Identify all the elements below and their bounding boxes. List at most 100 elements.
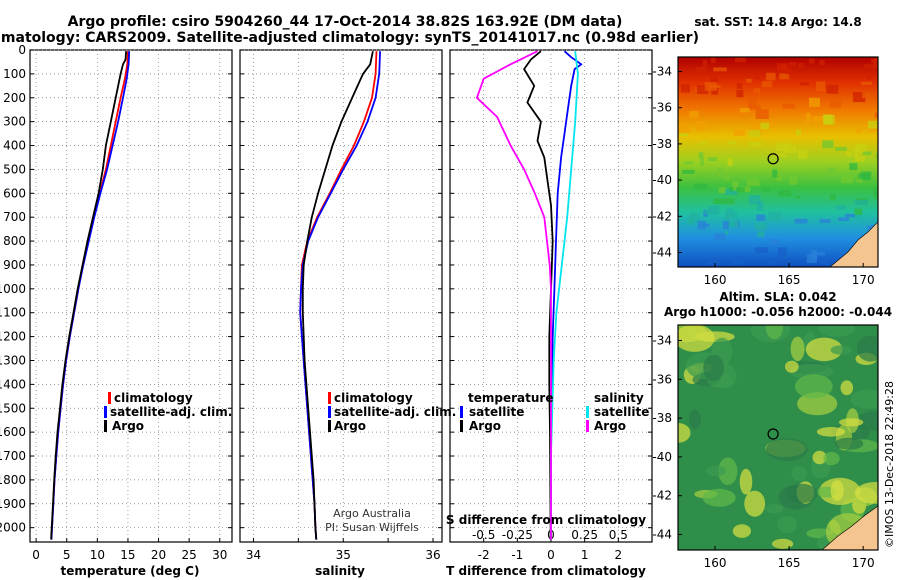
sla-texture xyxy=(784,360,799,373)
temperature-xlabel: temperature (deg C) xyxy=(61,564,200,578)
sst-texture xyxy=(786,68,792,75)
salinity-panel-frame xyxy=(239,49,443,543)
credit-line-2: PI: Susan Wijffels xyxy=(325,521,419,534)
sst-texture xyxy=(754,76,761,79)
sst-texture xyxy=(746,79,752,83)
sal-legend-satellite-swatch xyxy=(328,406,331,418)
sst-texture xyxy=(693,183,708,190)
sst-texture xyxy=(861,81,872,85)
legend-satellite-label: satellite-adj. clim. xyxy=(110,405,232,419)
sla-texture xyxy=(732,524,752,538)
sst-texture xyxy=(707,126,715,130)
sst-texture xyxy=(819,59,825,66)
sst-texture xyxy=(736,83,743,89)
sla-texture xyxy=(765,504,784,514)
sla-axes: 160 165 170 -34 -36 -38 -40 -42 -44 xyxy=(652,334,874,570)
map-y-tick-label: -38 xyxy=(652,411,672,425)
sst-texture xyxy=(823,114,832,125)
map-x-tick-label: 165 xyxy=(778,273,801,287)
sst-texture xyxy=(822,140,834,149)
sst-axes: 160 165 170 -34 -36 -38 -40 -42 -44 xyxy=(652,64,874,287)
sst-texture xyxy=(732,258,739,265)
sla-map-image xyxy=(678,325,878,550)
sst-texture xyxy=(699,157,704,166)
sst-texture xyxy=(819,219,831,223)
diff-legend-s-argo-label: Argo xyxy=(594,419,626,433)
sst-texture xyxy=(800,82,809,86)
sst-texture xyxy=(689,110,699,118)
sal-legend-satellite-label: satellite-adj. clim. xyxy=(334,405,456,419)
x-tick-label: 34 xyxy=(246,548,261,562)
sla-texture xyxy=(784,483,818,504)
sst-texture xyxy=(711,88,719,95)
sla-texture xyxy=(688,409,702,430)
sst-texture xyxy=(813,171,820,177)
diff-legend-t-satellite-swatch xyxy=(460,406,463,418)
sst-texture xyxy=(718,187,726,194)
ticks-layer: 0100200300400500600700800900100011001200… xyxy=(0,43,628,562)
map-y-tick-label: -40 xyxy=(652,450,672,464)
sst-texture xyxy=(728,141,736,145)
diff-legend-t-satellite-label: satellite xyxy=(469,405,524,419)
sst-texture xyxy=(748,98,758,108)
sst-texture xyxy=(819,258,828,265)
depth-tick-label: 600 xyxy=(3,186,26,200)
sst-texture xyxy=(687,218,694,225)
sst-texture xyxy=(854,199,868,206)
sst-texture xyxy=(702,60,708,67)
sla-texture xyxy=(794,374,833,399)
watermark: ©IMOS 13-Dec-2018 22:49:28 xyxy=(883,381,896,548)
sst-texture xyxy=(714,233,726,241)
sst-texture xyxy=(768,212,782,221)
sst-texture xyxy=(777,63,789,72)
depth-tick-label: 900 xyxy=(3,258,26,272)
credit-line-1: Argo Australia xyxy=(333,507,411,520)
diff-legend-salinity-header: salinity xyxy=(594,391,644,405)
sst-texture xyxy=(856,176,863,183)
sla-texture xyxy=(678,325,715,352)
sst-texture xyxy=(713,67,727,72)
title-line-2: Climatology: CARS2009. Satellite-adjuste… xyxy=(0,30,699,46)
diff-legend-s-satellite-label: satellite xyxy=(594,405,649,419)
map-y-tick-label: -38 xyxy=(652,137,672,151)
depth-tick-label: 400 xyxy=(3,139,26,153)
sst-texture xyxy=(867,225,873,231)
depth-tick-label: 1300 xyxy=(0,353,26,367)
sst-map-title: sat. SST: 14.8 Argo: 14.8 xyxy=(694,15,861,29)
sst-map-image xyxy=(678,57,878,267)
sla-texture xyxy=(838,418,864,427)
sst-land xyxy=(829,221,878,267)
sla-texture xyxy=(765,438,808,461)
sst-texture xyxy=(732,181,739,191)
depth-tick-label: 1700 xyxy=(0,449,26,463)
sst-texture xyxy=(873,187,878,198)
sla-texture xyxy=(830,480,844,501)
sst-texture xyxy=(777,247,787,258)
sst-texture xyxy=(725,198,735,205)
x-tick-label: 15 xyxy=(120,548,135,562)
x-tick-label: -1 xyxy=(511,548,523,562)
sst-texture xyxy=(755,247,768,254)
x-tick-label: 2 xyxy=(615,548,623,562)
sst-texture xyxy=(682,169,695,174)
s-tick-label: 0.25 xyxy=(571,528,598,542)
sla-texture xyxy=(805,337,843,362)
argo-position-marker xyxy=(767,428,779,440)
sst-texture xyxy=(775,143,790,152)
sst-texture xyxy=(679,132,688,137)
map-x-tick-label: 160 xyxy=(704,556,727,570)
sla-texture xyxy=(818,325,855,337)
sla-texture xyxy=(789,364,834,380)
map-y-tick-label: -42 xyxy=(652,209,672,223)
sst-texture xyxy=(788,62,797,67)
sst-texture xyxy=(718,167,723,178)
sal-legend-argo-label: Argo xyxy=(334,419,366,433)
depth-tick-label: 0 xyxy=(18,43,26,57)
sst-texture xyxy=(854,155,865,162)
diff-legend-s-satellite-swatch xyxy=(586,406,589,418)
map-y-tick-label: -44 xyxy=(652,246,672,260)
sst-texture xyxy=(775,153,786,157)
diff-legend-temperature-header: temperature xyxy=(468,391,553,405)
depth-tick-label: 200 xyxy=(3,91,26,105)
sst-texture xyxy=(877,60,878,67)
